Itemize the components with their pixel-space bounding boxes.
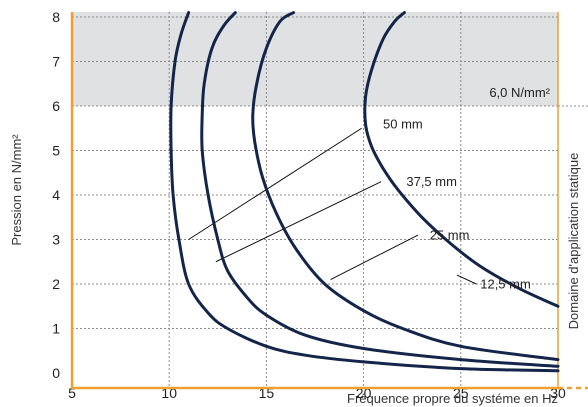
y-tick-label: 7 (52, 54, 60, 70)
static-domain-label: Domaine d'application statique (566, 153, 581, 330)
x-axis-label: Fréquence propre du systéme en Hz (347, 391, 558, 406)
y-tick-label: 3 (52, 232, 60, 248)
series-label-2: 37,5 mm (406, 174, 457, 189)
y-tick-labels: 0 1 2 3 4 5 6 7 8 (52, 9, 60, 381)
y-tick-label: 4 (52, 187, 60, 203)
y-tick-label: 5 (52, 143, 60, 159)
series-label-4: 12,5 mm (480, 276, 531, 291)
series-label-3: 25 mm (430, 228, 470, 243)
series-labels: 50 mm 37,5 mm 25 mm 12,5 mm (383, 116, 531, 291)
leader-line (216, 182, 381, 262)
static-zone-band (72, 12, 558, 106)
y-tick-label: 2 (52, 276, 60, 292)
leader-line (457, 275, 476, 284)
y-tick-label: 6 (52, 98, 60, 114)
series-label-1: 50 mm (383, 116, 423, 131)
static-zone-label: 6,0 N/mm² (489, 85, 550, 100)
y-axis-label: Pression en N/mm² (9, 134, 24, 246)
y-tick-label: 8 (52, 9, 60, 25)
y-tick-label: 1 (52, 321, 60, 337)
leader-line (331, 235, 418, 279)
y-tick-label: 0 (52, 365, 60, 381)
label-leader-lines (189, 128, 477, 284)
